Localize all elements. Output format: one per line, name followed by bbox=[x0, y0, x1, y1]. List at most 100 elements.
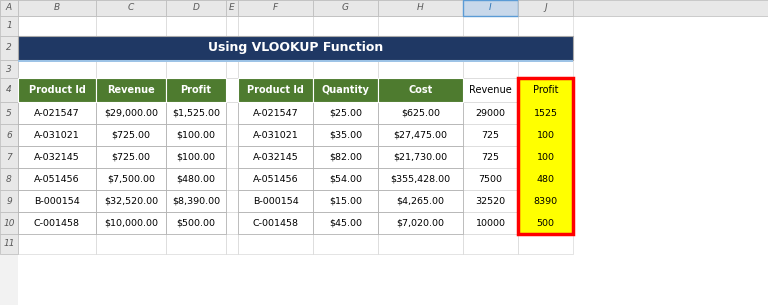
Bar bbox=[238, 102, 313, 124]
Text: 10000: 10000 bbox=[475, 218, 505, 228]
Text: $25.00: $25.00 bbox=[329, 109, 362, 117]
Bar bbox=[313, 234, 378, 254]
Bar bbox=[166, 190, 226, 212]
Bar bbox=[313, 212, 378, 234]
Text: 100: 100 bbox=[537, 152, 554, 162]
Bar bbox=[18, 168, 96, 190]
Bar bbox=[238, 102, 313, 124]
Bar bbox=[378, 234, 463, 254]
Bar bbox=[96, 212, 166, 234]
Bar bbox=[518, 234, 573, 254]
Bar bbox=[166, 0, 226, 16]
Text: 6: 6 bbox=[6, 131, 12, 139]
Bar bbox=[463, 36, 518, 60]
Bar bbox=[463, 234, 518, 254]
Text: 7500: 7500 bbox=[478, 174, 502, 184]
Text: C-001458: C-001458 bbox=[253, 218, 299, 228]
Bar bbox=[0, 234, 18, 254]
Bar bbox=[378, 190, 463, 212]
Bar bbox=[238, 0, 313, 16]
Bar bbox=[378, 0, 463, 16]
Bar bbox=[96, 124, 166, 146]
Bar bbox=[96, 190, 166, 212]
Bar bbox=[166, 234, 226, 254]
Bar bbox=[96, 16, 166, 36]
Bar bbox=[313, 212, 378, 234]
Bar bbox=[166, 146, 226, 168]
Bar bbox=[18, 78, 96, 102]
Bar bbox=[226, 16, 238, 36]
Bar bbox=[313, 78, 378, 102]
Bar bbox=[226, 234, 238, 254]
Bar bbox=[378, 78, 463, 102]
Bar bbox=[18, 16, 96, 36]
Bar bbox=[166, 78, 226, 102]
Bar bbox=[463, 168, 518, 190]
Bar bbox=[166, 146, 226, 168]
Text: Profit: Profit bbox=[180, 85, 211, 95]
Text: Cost: Cost bbox=[409, 85, 432, 95]
Bar bbox=[313, 16, 378, 36]
Bar bbox=[463, 78, 518, 102]
Bar bbox=[96, 190, 166, 212]
Text: $725.00: $725.00 bbox=[111, 131, 151, 139]
Bar bbox=[0, 212, 18, 234]
Bar bbox=[0, 36, 18, 60]
Bar bbox=[238, 124, 313, 146]
Bar bbox=[96, 102, 166, 124]
Bar bbox=[18, 146, 96, 168]
Text: 725: 725 bbox=[482, 152, 499, 162]
Text: A-021547: A-021547 bbox=[35, 109, 80, 117]
Bar bbox=[226, 168, 238, 190]
Bar bbox=[518, 102, 573, 124]
Bar bbox=[166, 212, 226, 234]
Bar bbox=[96, 168, 166, 190]
Text: 32520: 32520 bbox=[475, 196, 505, 206]
Bar bbox=[166, 60, 226, 78]
Bar bbox=[518, 146, 573, 168]
Text: 480: 480 bbox=[537, 174, 554, 184]
Bar bbox=[0, 146, 18, 168]
Bar bbox=[313, 102, 378, 124]
Text: A: A bbox=[6, 3, 12, 13]
Bar bbox=[96, 234, 166, 254]
Text: H: H bbox=[417, 3, 424, 13]
Text: 8: 8 bbox=[6, 174, 12, 184]
Text: A-032145: A-032145 bbox=[253, 152, 299, 162]
Text: $82.00: $82.00 bbox=[329, 152, 362, 162]
Text: $45.00: $45.00 bbox=[329, 218, 362, 228]
Bar bbox=[378, 60, 463, 78]
Text: Product Id: Product Id bbox=[247, 85, 304, 95]
Text: $725.00: $725.00 bbox=[111, 152, 151, 162]
Bar bbox=[226, 78, 238, 102]
Bar bbox=[238, 78, 313, 102]
Bar bbox=[18, 146, 96, 168]
Bar bbox=[238, 78, 313, 102]
Bar bbox=[238, 168, 313, 190]
Bar bbox=[96, 102, 166, 124]
Bar bbox=[166, 168, 226, 190]
Text: $27,475.00: $27,475.00 bbox=[393, 131, 448, 139]
Bar bbox=[18, 60, 96, 78]
Text: 8390: 8390 bbox=[534, 196, 558, 206]
Bar bbox=[18, 124, 96, 146]
Bar bbox=[463, 146, 518, 168]
Bar bbox=[463, 102, 518, 124]
Bar bbox=[18, 78, 96, 102]
Bar bbox=[378, 124, 463, 146]
Text: 1: 1 bbox=[6, 21, 12, 30]
Text: 500: 500 bbox=[537, 218, 554, 228]
Bar bbox=[18, 168, 96, 190]
Bar bbox=[378, 146, 463, 168]
Text: A-051456: A-051456 bbox=[253, 174, 298, 184]
Text: $10,000.00: $10,000.00 bbox=[104, 218, 158, 228]
Bar bbox=[463, 60, 518, 78]
Text: Profit: Profit bbox=[533, 85, 558, 95]
Text: $7,500.00: $7,500.00 bbox=[107, 174, 155, 184]
Bar bbox=[226, 212, 238, 234]
Bar bbox=[0, 16, 18, 36]
Bar bbox=[166, 168, 226, 190]
Text: $29,000.00: $29,000.00 bbox=[104, 109, 158, 117]
Bar bbox=[96, 146, 166, 168]
Bar bbox=[96, 0, 166, 16]
